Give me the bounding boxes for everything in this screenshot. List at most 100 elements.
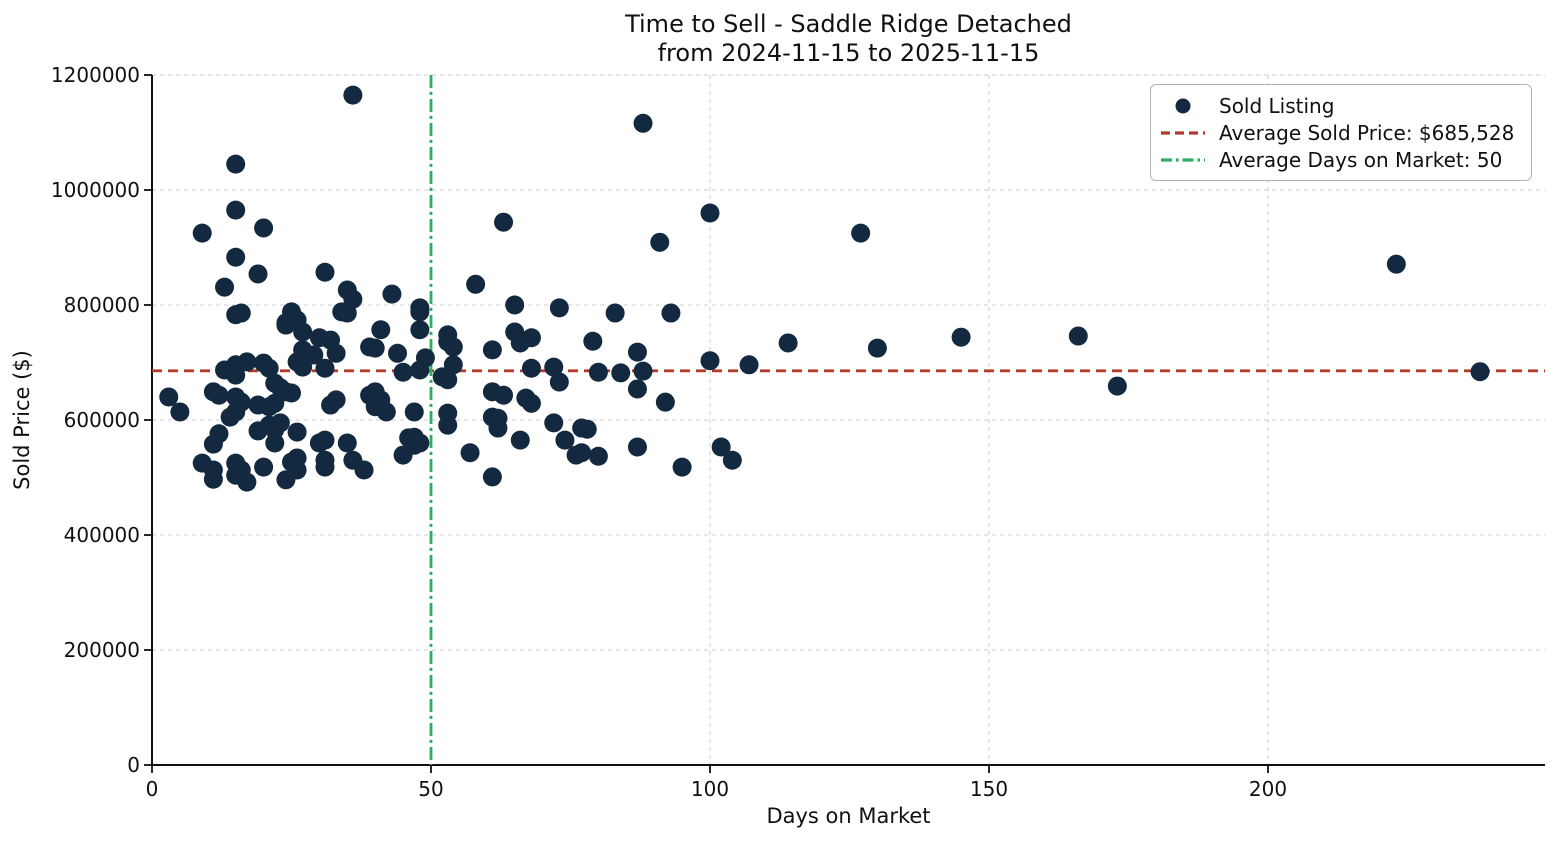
scatter-point	[572, 443, 592, 463]
scatter-point	[505, 295, 525, 315]
scatter-point	[460, 443, 480, 463]
scatter-point	[226, 200, 246, 220]
scatter-point	[293, 357, 313, 377]
scatter-point	[231, 303, 251, 323]
scatter-point	[583, 331, 603, 351]
scatter-point	[270, 413, 290, 433]
scatter-point	[304, 345, 324, 365]
scatter-point	[287, 448, 307, 468]
scatter-point	[488, 418, 508, 438]
scatter-point	[170, 402, 190, 422]
scatter-point	[482, 340, 502, 360]
scatter-point	[951, 327, 971, 347]
scatter-point	[611, 363, 631, 383]
scatter-point	[443, 337, 463, 357]
scatter-point	[293, 322, 313, 342]
scatter-point	[265, 433, 285, 453]
legend: Sold Listing Average Sold Price: $685,52…	[1150, 84, 1532, 181]
scatter-point	[337, 303, 357, 323]
scatter-point	[494, 385, 514, 405]
scatter-point	[410, 302, 430, 322]
scatter-point	[778, 333, 798, 353]
y-tick-label: 200000	[64, 638, 140, 662]
scatter-point	[627, 379, 647, 399]
scatter-point	[365, 338, 385, 358]
legend-item-avg-price: Average Sold Price: $685,528	[1159, 119, 1521, 146]
scatter-point	[237, 472, 257, 492]
scatter-point	[510, 430, 530, 450]
scatter-point	[549, 298, 569, 318]
scatter-point	[237, 352, 257, 372]
scatter-point	[159, 387, 179, 407]
scatter-point	[410, 320, 430, 340]
scatter-point	[376, 402, 396, 422]
scatter-point	[209, 385, 229, 405]
scatter-point	[203, 469, 223, 489]
scatter-point	[650, 232, 670, 252]
scatter-point	[326, 343, 346, 363]
y-axis-label: Sold Price ($)	[10, 350, 34, 490]
scatter-point	[700, 351, 720, 371]
scatter-point	[276, 470, 296, 490]
scatter-point	[438, 370, 458, 390]
scatter-point	[588, 362, 608, 382]
scatter-point	[438, 415, 458, 435]
scatter-point	[410, 433, 430, 453]
scatter-point	[259, 358, 279, 378]
scatter-point	[315, 430, 335, 450]
scatter-point	[410, 360, 430, 380]
scatter-point	[482, 467, 502, 487]
scatter-point	[265, 393, 285, 413]
scatter-point	[661, 303, 681, 323]
scatter-point	[851, 223, 871, 243]
scatter-point	[672, 457, 692, 477]
scatter-point	[633, 361, 653, 381]
scatter-point	[254, 218, 274, 238]
scatter-point	[287, 422, 307, 442]
y-tick-label: 0	[127, 753, 140, 777]
scatter-point	[544, 357, 564, 377]
y-tick-label: 800000	[64, 293, 140, 317]
y-tick-label: 1000000	[51, 178, 140, 202]
scatter-point	[337, 433, 357, 453]
scatter-point	[633, 113, 653, 133]
legend-label-avg-days: Average Days on Market: 50	[1219, 147, 1503, 172]
scatter-point	[393, 362, 413, 382]
scatter-point	[226, 365, 246, 385]
scatter-point	[404, 402, 424, 422]
scatter-point	[466, 274, 486, 294]
scatter-point	[315, 262, 335, 282]
legend-label-avg-price: Average Sold Price: $685,528	[1219, 120, 1515, 145]
scatter-point	[549, 372, 569, 392]
dashed-line-icon	[1161, 130, 1205, 135]
scatter-point	[443, 355, 463, 375]
scatter-point	[226, 154, 246, 174]
scatter-point	[1386, 254, 1406, 274]
chart-title-line2: from 2024-11-15 to 2025-11-15	[657, 39, 1040, 67]
scatter-point	[326, 390, 346, 410]
scatter-point	[494, 212, 514, 232]
scatter-point	[215, 277, 235, 297]
scatter-point	[1470, 362, 1490, 382]
scatter-point	[371, 320, 391, 340]
sold-listing-dot-icon	[1175, 98, 1191, 113]
scatter-point	[343, 85, 363, 105]
dashdot-line-icon	[1161, 157, 1205, 162]
scatter-point	[248, 264, 268, 284]
y-tick-label: 400000	[64, 523, 140, 547]
scatter-point	[382, 284, 402, 304]
scatter-point	[282, 383, 301, 403]
scatter-point	[700, 203, 720, 223]
scatter-point	[1068, 326, 1088, 346]
scatter-point	[315, 358, 335, 378]
scatter-point	[711, 437, 731, 457]
scatter-point	[254, 457, 274, 477]
scatter-point	[203, 434, 223, 454]
scatter-point	[1107, 376, 1127, 396]
chart-title-line1: Time to Sell - Saddle Ridge Detached	[625, 10, 1072, 38]
scatter-point	[248, 421, 268, 441]
scatter-point	[192, 223, 212, 243]
y-tick-label: 1200000	[51, 63, 140, 87]
